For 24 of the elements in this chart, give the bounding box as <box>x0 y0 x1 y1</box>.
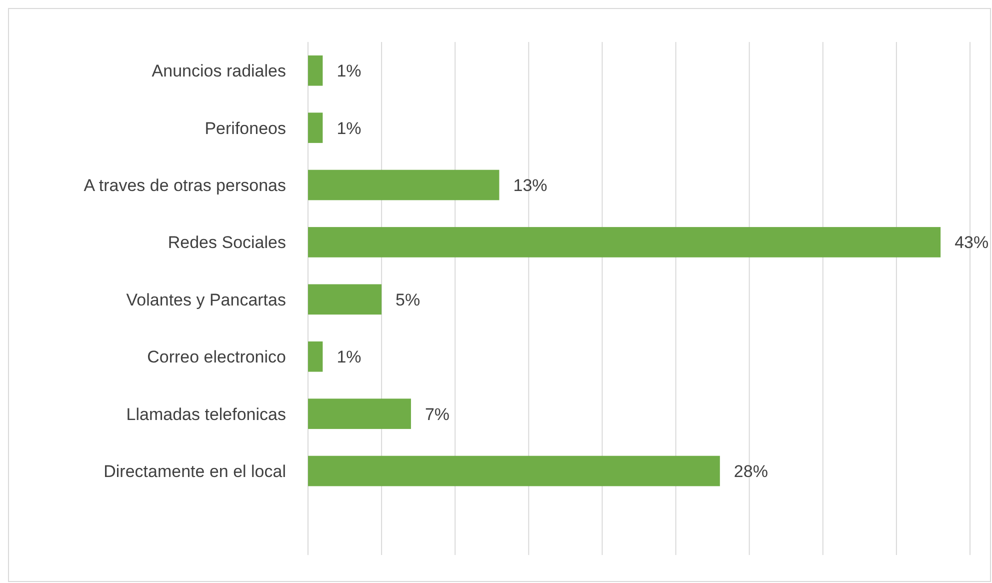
data-label: 1% <box>336 118 362 138</box>
data-label: 7% <box>424 404 450 424</box>
bar <box>308 456 720 486</box>
bar <box>308 341 323 372</box>
y-tick-label: Llamadas telefonicas <box>126 404 286 424</box>
data-label: 28% <box>734 462 768 481</box>
bar <box>308 112 323 143</box>
y-tick-label: A traves de otras personas <box>84 176 286 195</box>
bar <box>308 55 323 86</box>
data-label: 5% <box>396 290 420 310</box>
y-tick-label: Directamente en el local <box>104 462 286 481</box>
bar <box>308 398 411 429</box>
y-tick-label: Correo electronico <box>147 348 286 367</box>
y-tick-label: Perifoneos <box>204 118 286 138</box>
bar <box>308 284 382 315</box>
data-label: 1% <box>336 348 362 367</box>
data-label: 13% <box>513 176 548 195</box>
y-tick-label: Volantes y Pancartas <box>126 290 286 310</box>
bar <box>308 170 500 200</box>
y-tick-label: Anuncios radiales <box>152 62 286 81</box>
bar <box>308 227 941 258</box>
y-tick-label: Redes Sociales <box>168 233 286 252</box>
data-label: 1% <box>336 62 362 81</box>
data-label: 43% <box>954 233 989 252</box>
